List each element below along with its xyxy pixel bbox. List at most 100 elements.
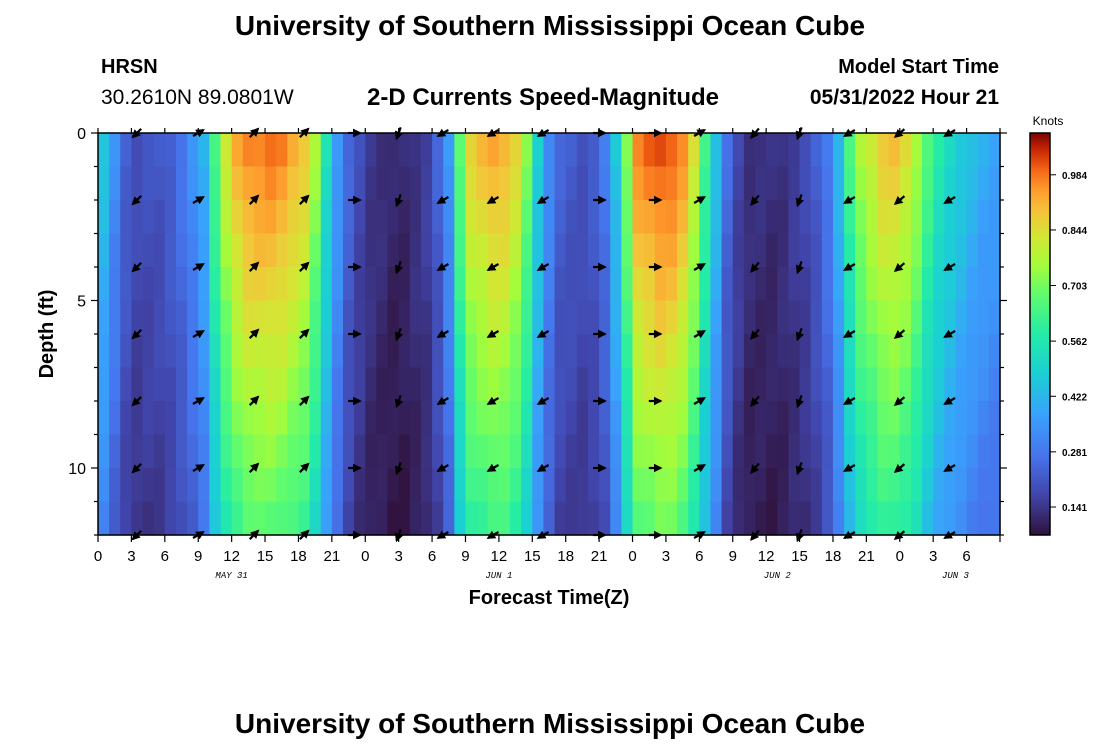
heatmap-cell xyxy=(387,334,400,369)
heatmap-cell xyxy=(432,233,444,268)
heatmap-cell xyxy=(398,267,411,302)
heatmap-cell xyxy=(443,300,455,335)
heatmap-cell xyxy=(510,334,522,369)
heatmap-cell xyxy=(654,267,667,302)
heatmap-cell xyxy=(877,133,890,168)
current-vector-arrow xyxy=(893,262,906,273)
heatmap-cell xyxy=(187,367,199,402)
heatmap-cell xyxy=(164,501,177,536)
heatmap-cell xyxy=(220,200,233,235)
heatmap-cell xyxy=(810,434,823,469)
heatmap-cell xyxy=(287,501,300,536)
heatmap-cell xyxy=(610,233,622,268)
model-start-label: Model Start Time xyxy=(838,56,999,78)
heatmap-cell xyxy=(766,468,778,503)
heatmap-cell xyxy=(331,133,344,168)
heatmap-cell xyxy=(487,233,500,268)
x-tick-label: 3 xyxy=(929,548,937,565)
heatmap-cell xyxy=(287,166,300,201)
x-tick-label: 18 xyxy=(825,548,842,565)
heatmap-cell xyxy=(788,501,801,536)
heatmap-cell xyxy=(554,166,567,201)
heatmap-cell xyxy=(142,233,155,268)
heatmap-cell xyxy=(443,233,455,268)
heatmap-cell xyxy=(832,468,845,503)
heatmap-cell xyxy=(643,133,656,168)
current-vector-arrow xyxy=(536,195,550,204)
current-vector-arrow xyxy=(842,195,856,204)
heatmap-cell xyxy=(643,166,656,201)
heatmap-cell xyxy=(175,468,188,503)
heatmap-cell xyxy=(888,334,901,369)
heatmap-cell xyxy=(198,233,210,268)
x-tick-label: 21 xyxy=(858,548,875,565)
heatmap-cell xyxy=(398,334,411,369)
heatmap-cell xyxy=(331,434,344,469)
heatmap-cell xyxy=(621,200,634,235)
heatmap-cell xyxy=(576,334,589,369)
x-tick-label: 15 xyxy=(257,548,274,565)
heatmap-cell xyxy=(844,233,856,268)
heatmap-cell xyxy=(988,267,1001,302)
heatmap-cell xyxy=(409,501,422,536)
heatmap-cell xyxy=(131,401,144,436)
heatmap-cell xyxy=(153,434,166,469)
heatmap-cell xyxy=(587,200,600,235)
heatmap-cell xyxy=(688,166,700,201)
heatmap-cell xyxy=(832,334,845,369)
heatmap-cell xyxy=(454,401,467,436)
heatmap-cell xyxy=(576,166,589,201)
current-vector-arrow xyxy=(693,397,707,406)
page-title: University of Southern Mississippi Ocean… xyxy=(234,10,866,41)
heatmap-cell xyxy=(910,468,923,503)
current-vector-arrow xyxy=(750,194,760,206)
heatmap-cell xyxy=(688,334,700,369)
heatmap-cell xyxy=(665,300,678,335)
current-vector-arrow xyxy=(248,395,260,406)
heatmap-cell xyxy=(677,468,689,503)
x-tick-label: 0 xyxy=(896,548,904,565)
heatmap-cell xyxy=(933,267,945,302)
heatmap-cell xyxy=(899,300,912,335)
heatmap-cell xyxy=(309,133,322,168)
heatmap-cell xyxy=(732,401,745,436)
heatmap-cell xyxy=(933,133,945,168)
heatmap-cell xyxy=(654,300,667,335)
heatmap-cell xyxy=(944,401,957,436)
heatmap-cell xyxy=(465,367,478,402)
heatmap-cell xyxy=(832,367,845,402)
current-vector-arrow xyxy=(693,196,707,205)
heatmap-cell xyxy=(688,300,700,335)
heatmap-cell xyxy=(877,468,890,503)
heatmap-cell xyxy=(398,434,411,469)
heatmap-cell xyxy=(432,434,444,469)
heatmap-cell xyxy=(342,367,355,402)
heatmap-cell xyxy=(732,367,745,402)
heatmap-cell xyxy=(432,401,444,436)
heatmap-cell xyxy=(142,334,155,369)
date-label: JUN 1 xyxy=(485,571,512,581)
heatmap-cell xyxy=(543,267,556,302)
x-tick-label: 15 xyxy=(791,548,808,565)
heatmap-cell xyxy=(465,468,478,503)
heatmap-cell xyxy=(988,367,1001,402)
heatmap-cell xyxy=(755,501,767,536)
heatmap-cell xyxy=(688,401,700,436)
heatmap-cell xyxy=(576,267,589,302)
heatmap-cell xyxy=(966,468,979,503)
heatmap-cell xyxy=(565,501,578,536)
heatmap-cell xyxy=(443,200,455,235)
colorbar xyxy=(1029,132,1051,536)
heatmap-cell xyxy=(955,434,968,469)
heatmap-cell xyxy=(409,300,422,335)
heatmap-cell xyxy=(621,434,634,469)
heatmap-cell xyxy=(98,267,110,302)
heatmap-cell xyxy=(220,434,233,469)
heatmap-cell xyxy=(153,501,166,536)
heatmap-cell xyxy=(521,300,533,335)
heatmap-cell xyxy=(899,166,912,201)
heatmap-cell xyxy=(866,166,879,201)
heatmap-cell xyxy=(209,267,222,302)
heatmap-cell xyxy=(120,367,133,402)
x-tick-label: 6 xyxy=(695,548,703,565)
